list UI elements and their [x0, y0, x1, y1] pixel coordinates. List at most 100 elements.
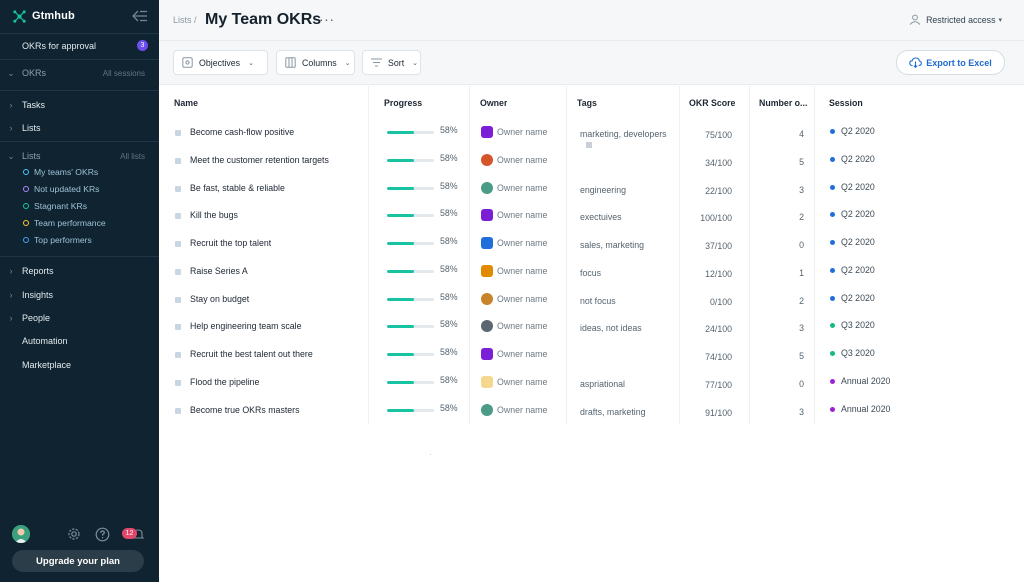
owner-name[interactable]: Owner name — [497, 210, 548, 221]
tags-cell[interactable]: focus — [580, 267, 602, 278]
sidebar-item-tasks[interactable]: › Tasks — [0, 97, 159, 113]
sidebar-item-automation[interactable]: Automation — [0, 333, 159, 349]
session-label[interactable]: Q2 2020 — [841, 209, 875, 220]
help-button[interactable] — [94, 526, 110, 542]
export-to-excel-button[interactable]: Export to Excel — [896, 50, 1005, 75]
tags-cell[interactable]: engineering — [580, 184, 626, 195]
tags-cell[interactable]: sales, marketing — [580, 240, 645, 250]
owner-avatar[interactable] — [481, 153, 493, 166]
breadcrumb-lists-link[interactable]: Lists / — [173, 15, 197, 25]
owner-avatar[interactable] — [481, 126, 493, 138]
sidebar-list-item[interactable]: Stagnant KRs — [0, 199, 159, 213]
all-lists-link[interactable]: All lists — [120, 151, 145, 161]
column-header-tags[interactable]: Tags — [577, 98, 597, 108]
sidebar-item-okrs[interactable]: ⌄ OKRs All sessions — [0, 65, 159, 81]
session-label[interactable]: Q2 2020 — [841, 181, 875, 192]
session-label[interactable]: Q3 2020 — [841, 348, 875, 358]
columns-dropdown[interactable]: Columns ⌄ — [276, 50, 355, 75]
sidebar-list-item[interactable]: Not updated KRs — [0, 182, 159, 196]
tags-cell[interactable]: aspriational — [580, 378, 625, 389]
column-header-progress[interactable]: Progress — [384, 98, 423, 108]
objective-name[interactable]: Help engineering team scale — [190, 321, 302, 332]
objective-name[interactable]: Be fast, stable & reliable — [190, 182, 285, 193]
sidebar-item-insights[interactable]: › Insights — [0, 287, 159, 303]
owner-avatar[interactable] — [481, 403, 493, 416]
owner-name[interactable]: Owner name — [497, 265, 548, 276]
settings-button[interactable] — [66, 526, 82, 542]
owner-name[interactable]: Owner name — [497, 293, 548, 304]
sidebar-item-lists[interactable]: › Lists — [0, 120, 159, 136]
owner-avatar[interactable] — [481, 264, 493, 277]
sidebar-list-item[interactable]: Top performers — [0, 233, 159, 247]
column-header-session[interactable]: Session — [829, 98, 863, 108]
owner-avatar[interactable] — [481, 237, 493, 249]
sort-dropdown[interactable]: Sort ⌄ — [362, 50, 421, 75]
avatar[interactable] — [12, 525, 30, 543]
tags-cell[interactable]: not focus — [580, 295, 616, 306]
session-label[interactable]: Q2 2020 — [841, 292, 875, 303]
table-row[interactable]: Meet the customer retention targets 58% Ow… — [159, 148, 1024, 176]
objective-name[interactable]: Recruit the best talent out there — [190, 349, 313, 359]
table-row[interactable]: Become true OKRs masters 58% Owner name dra… — [159, 398, 1024, 426]
column-header-number[interactable]: Number o... — [759, 98, 808, 108]
sidebar-list-item[interactable]: Team performance — [0, 216, 159, 230]
access-dropdown[interactable]: Restricted access ▾ — [909, 14, 1002, 25]
owner-name[interactable]: Owner name — [497, 376, 548, 387]
column-header-name[interactable]: Name — [174, 98, 198, 108]
table-row[interactable]: Recruit the top talent 58% Owner name sales… — [159, 231, 1024, 259]
owner-avatar[interactable] — [481, 348, 493, 360]
table-row[interactable]: Recruit the best talent out there 58% Owne… — [159, 342, 1024, 370]
table-row[interactable]: Help engineering team scale 58% Owner name… — [159, 314, 1024, 342]
sidebar-list-item[interactable]: My teams' OKRs — [0, 165, 159, 179]
session-label[interactable]: Q2 2020 — [841, 237, 875, 247]
owner-name[interactable]: Owner name — [497, 349, 548, 359]
objective-name[interactable]: Stay on budget — [190, 293, 250, 304]
owner-name[interactable]: Owner name — [497, 127, 548, 137]
owner-name[interactable]: Owner name — [497, 404, 548, 415]
tags-cell[interactable]: drafts, marketing — [580, 406, 646, 417]
objective-name[interactable]: Become cash-flow positive — [190, 127, 295, 137]
session-label[interactable]: Q2 2020 — [841, 153, 875, 164]
table-row[interactable]: Stay on budget 58% Owner name not focus 0/10… — [159, 287, 1024, 315]
table-row[interactable]: Become cash-flow positive 58% Owner name ma… — [159, 120, 1024, 148]
owner-name[interactable]: Owner name — [497, 238, 548, 248]
owner-avatar[interactable] — [481, 375, 493, 388]
owner-name[interactable]: Owner name — [497, 182, 548, 193]
session-label[interactable]: Annual 2020 — [841, 375, 891, 386]
upgrade-plan-button[interactable]: Upgrade your plan — [12, 550, 144, 572]
objectives-dropdown[interactable]: Objectives ⌄ — [173, 50, 268, 75]
owner-name[interactable]: Owner name — [497, 154, 548, 165]
sidebar-item-reports[interactable]: › Reports — [0, 263, 159, 279]
session-label[interactable]: Q2 2020 — [841, 126, 875, 136]
more-options-button[interactable]: ··· — [319, 11, 335, 27]
objective-name[interactable]: Kill the bugs — [190, 210, 238, 221]
objective-name[interactable]: Flood the pipeline — [190, 376, 260, 387]
all-sessions-link[interactable]: All sessions — [102, 68, 145, 78]
session-label[interactable]: Annual 2020 — [841, 403, 891, 414]
table-row[interactable]: Raise Series A 58% Owner name focus 12/100 1 Q… — [159, 259, 1024, 287]
session-label[interactable]: Q3 2020 — [841, 320, 875, 331]
tags-cell[interactable]: ideas, not ideas — [580, 323, 642, 334]
objective-name[interactable]: Recruit the top talent — [190, 238, 272, 248]
sidebar-item-people[interactable]: › People — [0, 310, 159, 326]
owner-avatar[interactable] — [481, 181, 493, 194]
owner-avatar[interactable] — [481, 292, 493, 305]
session-label[interactable]: Q2 2020 — [841, 264, 875, 275]
okrs-for-approval-item[interactable]: OKRs for approval 3 — [0, 36, 159, 56]
sidebar-group-lists[interactable]: ⌄ Lists All lists — [0, 148, 159, 164]
collapse-sidebar-button[interactable] — [131, 8, 149, 24]
column-header-owner[interactable]: Owner — [480, 98, 508, 108]
table-row[interactable]: Kill the bugs 58% Owner name exectuives 100/… — [159, 203, 1024, 231]
column-header-okr-score[interactable]: OKR Score — [689, 98, 736, 108]
objective-name[interactable]: Become true OKRs masters — [190, 404, 300, 415]
table-row[interactable]: Flood the pipeline 58% Owner name aspriatio… — [159, 370, 1024, 398]
objective-name[interactable]: Raise Series A — [190, 265, 248, 276]
owner-name[interactable]: Owner name — [497, 321, 548, 332]
owner-avatar[interactable] — [481, 320, 493, 333]
sidebar-item-marketplace[interactable]: Marketplace — [0, 357, 159, 373]
tags-cell[interactable]: marketing, developers — [580, 129, 667, 139]
owner-avatar[interactable] — [481, 209, 493, 222]
objective-name[interactable]: Meet the customer retention targets — [190, 154, 329, 165]
table-row[interactable]: Be fast, stable & reliable 58% Owner name e… — [159, 176, 1024, 204]
brand-logo[interactable]: Gtmhub — [12, 8, 75, 24]
